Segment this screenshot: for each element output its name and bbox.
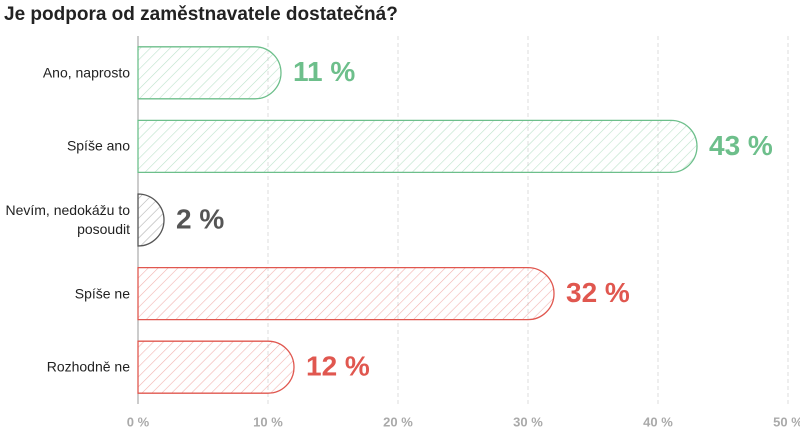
x-tick-label: 0 % <box>127 414 150 429</box>
x-tick-label: 50 % <box>773 414 800 429</box>
y-tick-label: Spíše ne <box>74 285 130 302</box>
bar <box>137 46 282 100</box>
value-label: 32 % <box>566 277 630 308</box>
y-tick-label: Rozhodně ne <box>46 358 130 375</box>
y-tick-label: Ano, naprosto <box>42 64 130 81</box>
value-label: 12 % <box>306 351 370 382</box>
bar <box>137 266 555 321</box>
y-tick-label: Spíše ano <box>66 137 130 154</box>
bar <box>137 193 165 247</box>
value-label: 11 % <box>293 56 355 87</box>
x-tick-label: 40 % <box>643 414 673 429</box>
y-tick-label: Nevím, nedokážu to posoudit <box>5 202 130 237</box>
value-label: 43 % <box>709 130 773 161</box>
bar <box>137 119 698 174</box>
x-tick-label: 20 % <box>383 414 413 429</box>
value-label: 2 % <box>176 203 224 234</box>
x-tick-label: 30 % <box>513 414 543 429</box>
chart-title: Je podpora od zaměstnavatele dostatečná? <box>4 4 398 25</box>
bar <box>137 340 295 394</box>
x-tick-label: 10 % <box>253 414 283 429</box>
